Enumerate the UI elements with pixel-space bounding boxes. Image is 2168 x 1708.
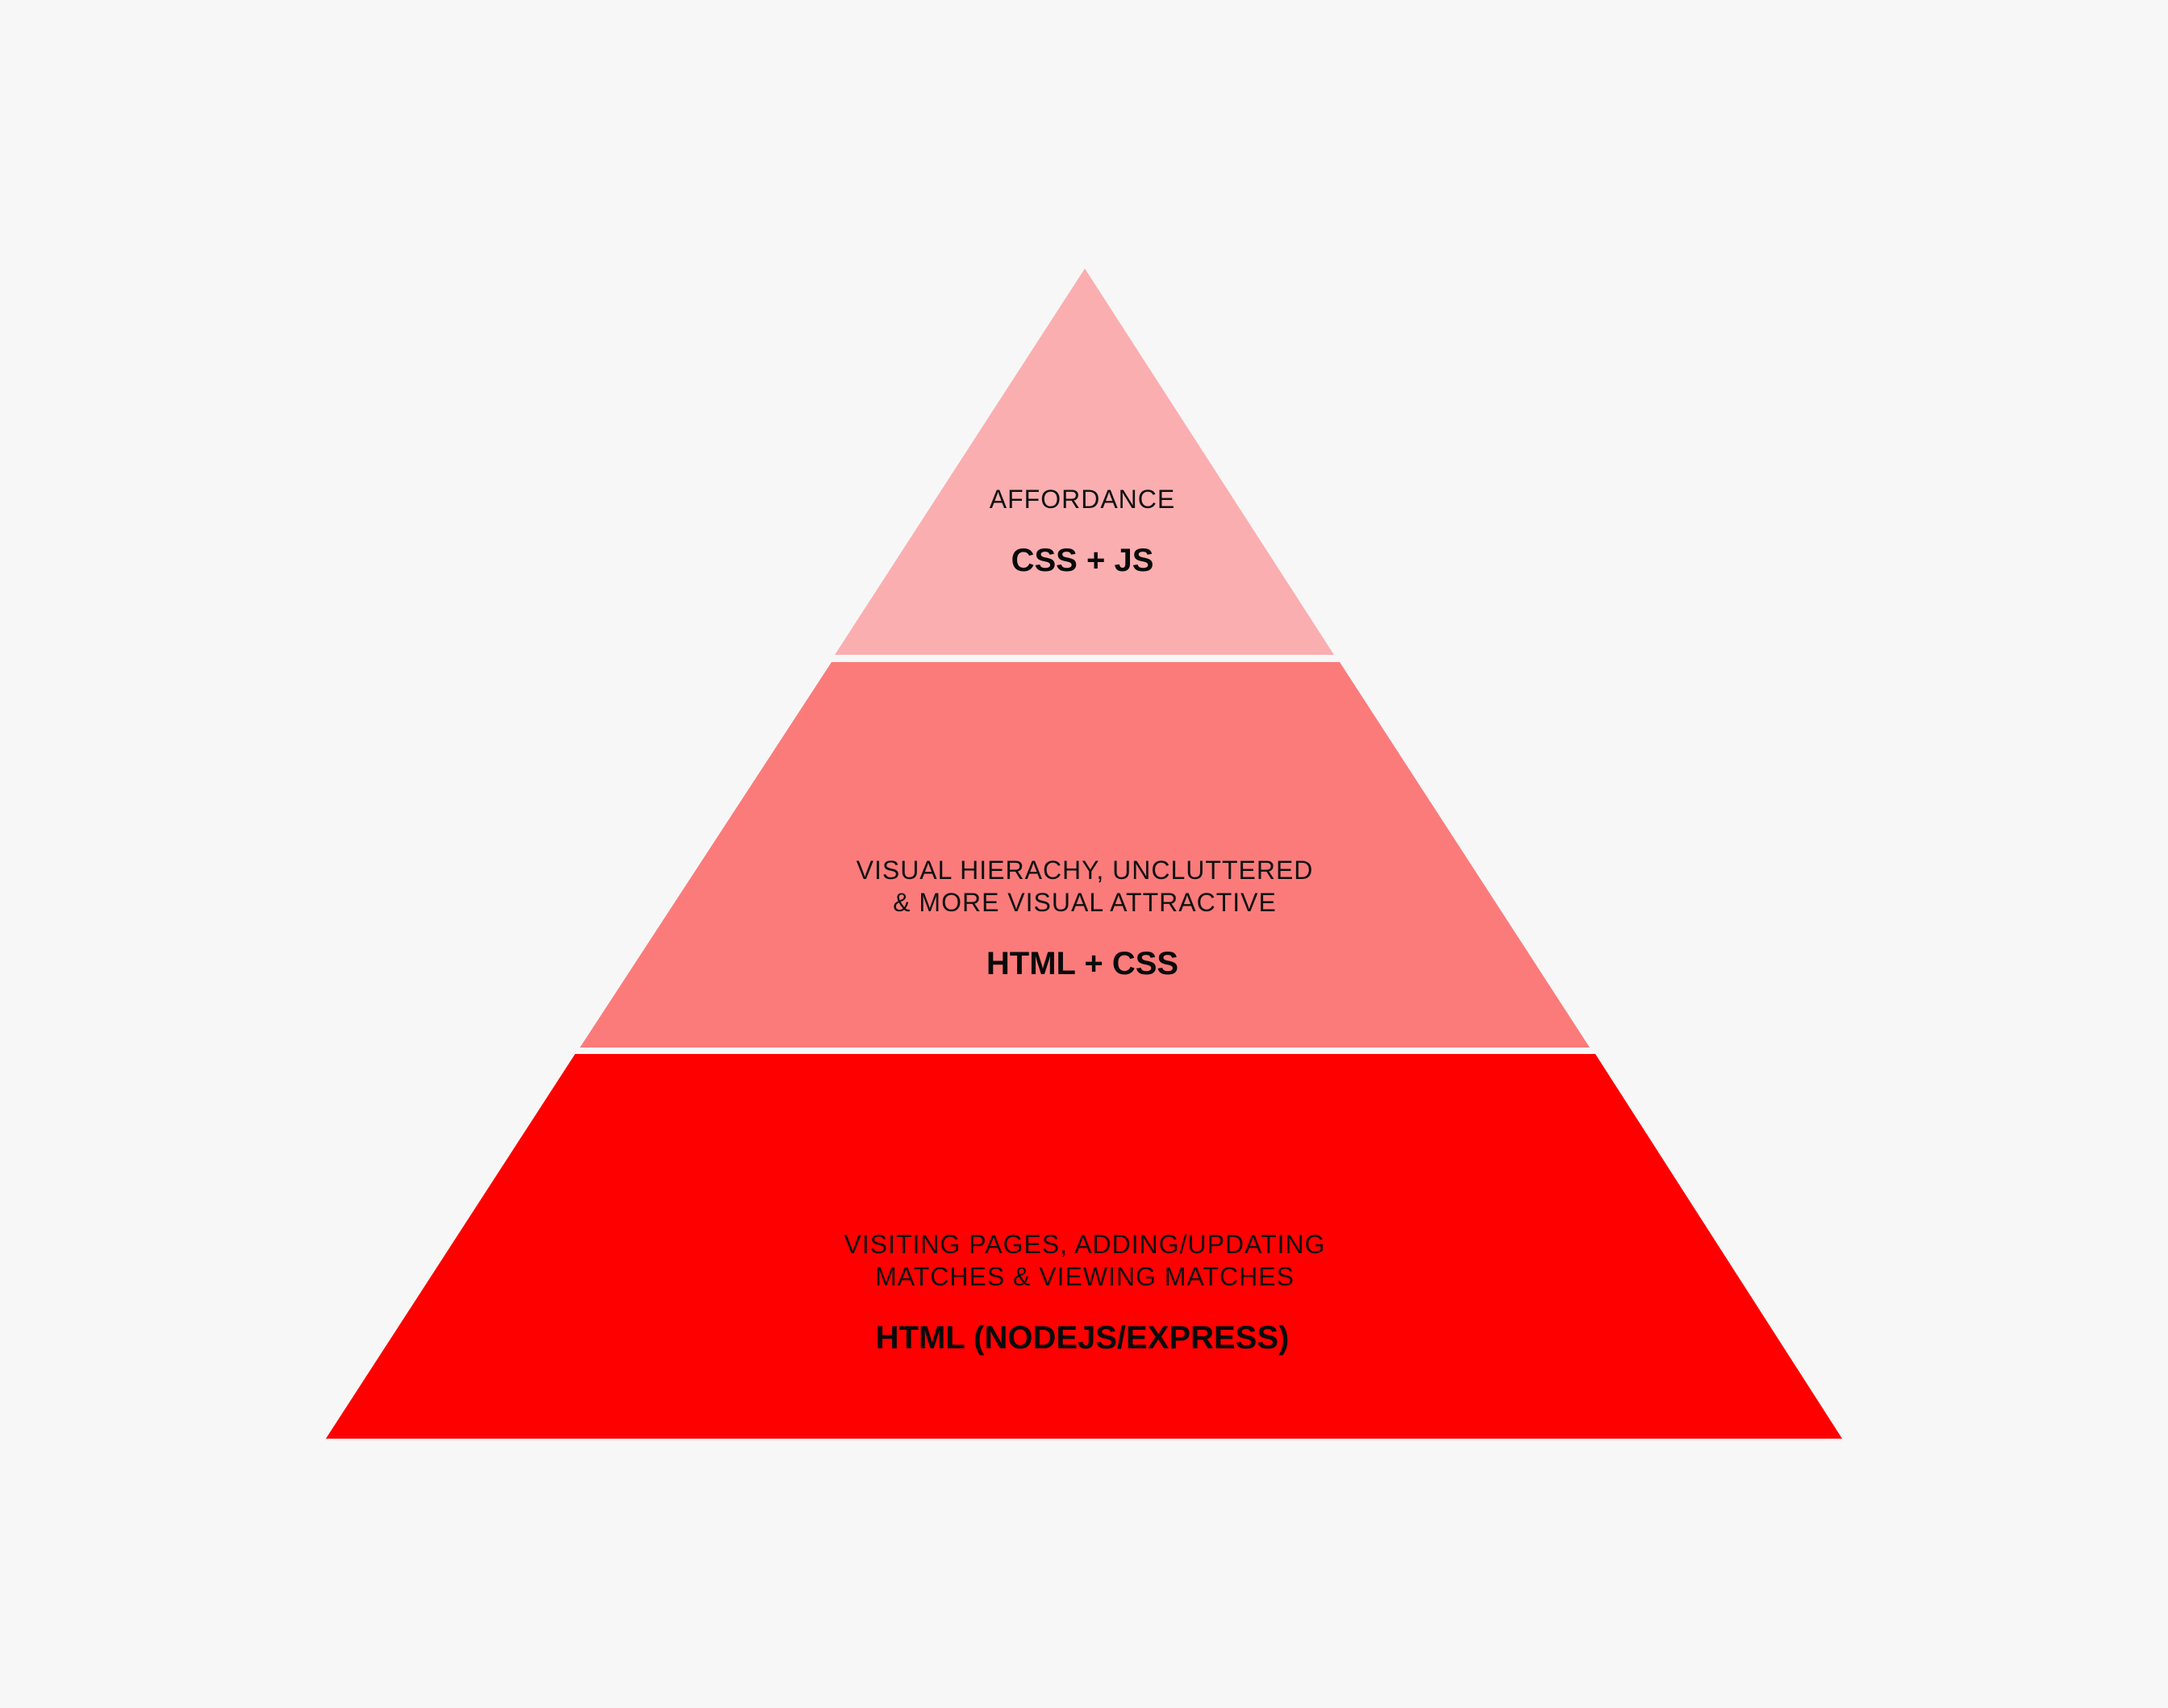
tier-top-title: CSS + JS	[1011, 543, 1154, 578]
tier-bottom-subtitle-line-1: VISITING PAGES, ADDING/UPDATING	[844, 1230, 1325, 1259]
tier-middle-subtitle-line-2: & MORE VISUAL ATTRACTIVE	[893, 888, 1277, 917]
tier-middle-subtitle-line-1: VISUAL HIERACHY, UNCLUTTERED	[857, 856, 1314, 885]
tier-middle-title: HTML + CSS	[986, 946, 1178, 981]
pyramid-tier-middle	[580, 662, 1590, 1048]
pyramid-tier-top	[835, 269, 1334, 655]
tier-bottom-subtitle-line-2: MATCHES & VIEWING MATCHES	[875, 1262, 1295, 1291]
pyramid-tier-bottom	[326, 1054, 1842, 1439]
tier-top-subtitle-line-1: AFFORDANCE	[990, 485, 1175, 514]
tier-bottom-title: HTML (NODEJS/EXPRESS)	[876, 1320, 1290, 1356]
